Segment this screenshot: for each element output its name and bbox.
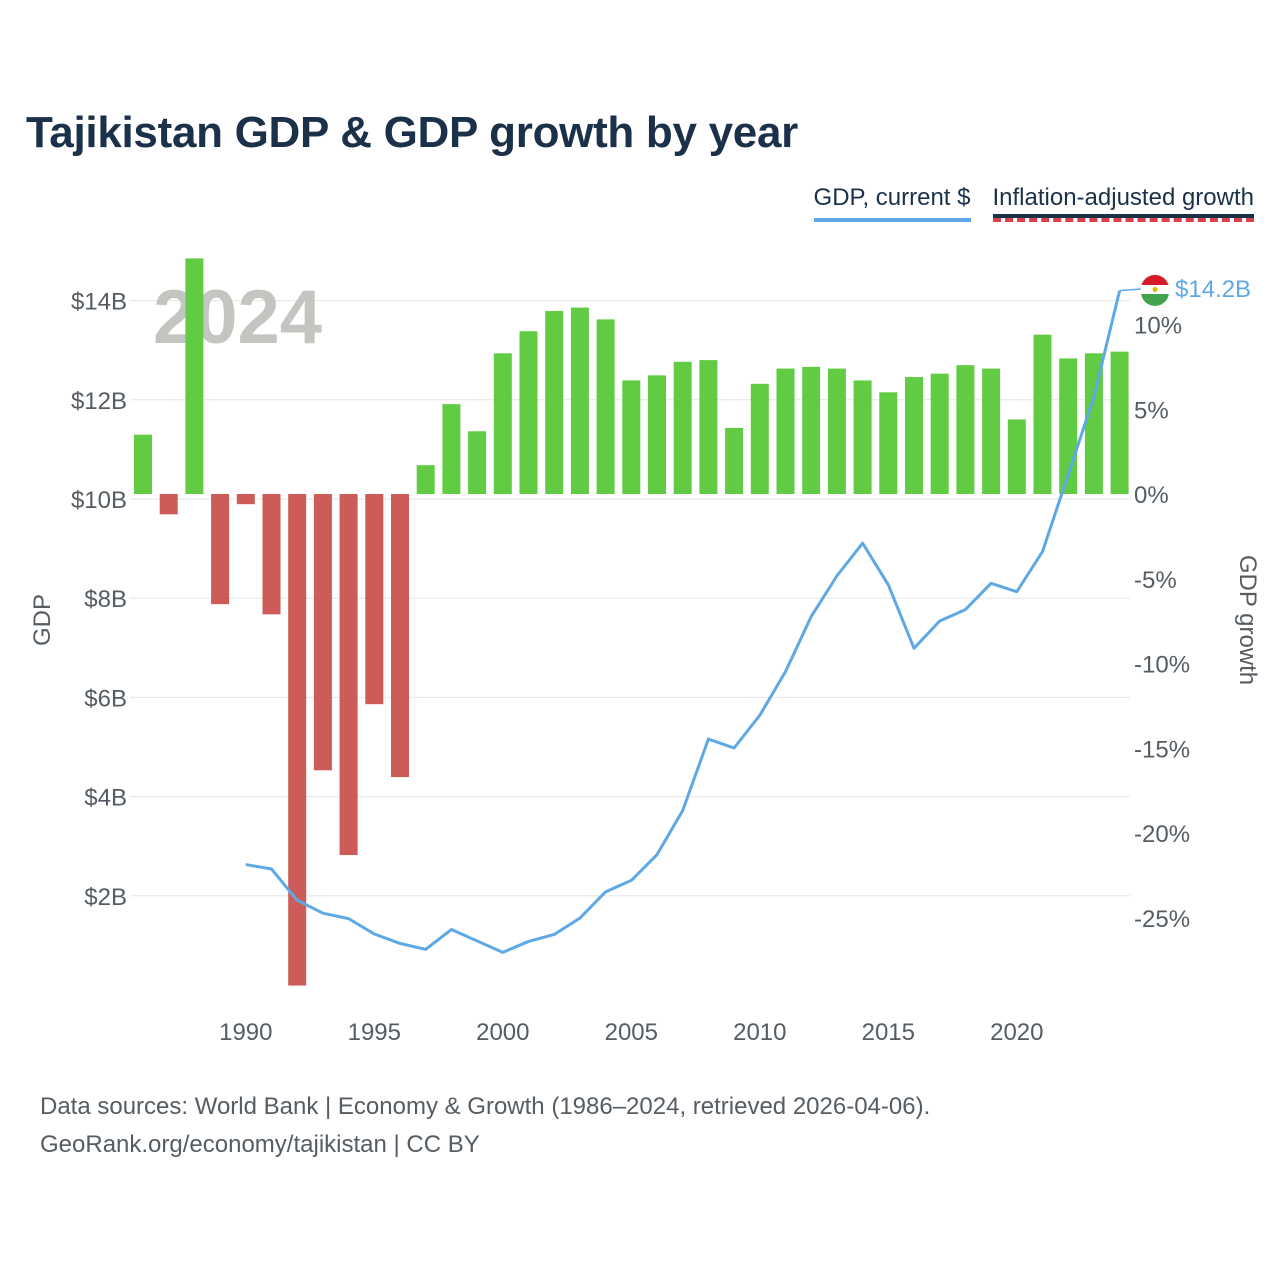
growth-bar[interactable]: [930, 373, 949, 494]
footer-sources: Data sources: World Bank | Economy & Gro…: [40, 1093, 931, 1120]
chart-title: Tajikistan GDP & GDP growth by year: [26, 108, 798, 157]
growth-bar[interactable]: [879, 392, 898, 494]
gdp-end-label: $14.2B: [1175, 276, 1251, 303]
growth-bar[interactable]: [416, 465, 435, 494]
footer: Data sources: World Bank | Economy & Gro…: [40, 1088, 930, 1164]
growth-bar[interactable]: [159, 494, 178, 515]
x-tick: 2015: [862, 1019, 915, 1046]
growth-bar[interactable]: [185, 258, 204, 494]
legend-gdp[interactable]: GDP, current $: [813, 184, 971, 222]
y-axis-label-growth: GDP growth: [1234, 555, 1261, 685]
growth-bar[interactable]: [391, 494, 409, 778]
growth-bar[interactable]: [570, 307, 589, 494]
growth-bar[interactable]: [493, 353, 512, 494]
growth-bar[interactable]: [596, 319, 615, 494]
y-tick-left: $2B: [84, 884, 127, 911]
x-tick: 2005: [605, 1019, 658, 1046]
y-tick-right: 10%: [1134, 313, 1182, 340]
y-tick-left: $6B: [84, 685, 127, 712]
end-marker: $14.2B: [1140, 274, 1251, 306]
end-connector: [1119, 288, 1142, 292]
growth-bar[interactable]: [905, 377, 923, 494]
gdp-line-path[interactable]: [245, 290, 1122, 954]
y-tick-right: -10%: [1134, 652, 1190, 679]
growth-bar[interactable]: [1033, 334, 1052, 494]
growth-bar[interactable]: [750, 383, 769, 494]
growth-bar[interactable]: [699, 360, 718, 494]
y-tick-right: -20%: [1134, 821, 1190, 848]
growth-bar[interactable]: [1007, 419, 1026, 494]
growth-bar[interactable]: [288, 494, 307, 986]
growth-bar[interactable]: [313, 494, 332, 771]
x-tick: 2020: [990, 1019, 1043, 1046]
growth-bar[interactable]: [262, 494, 281, 615]
growth-bar[interactable]: [648, 375, 666, 494]
growth-bar[interactable]: [1084, 353, 1103, 494]
y-tick-right: 5%: [1134, 397, 1169, 424]
growth-bar[interactable]: [853, 380, 872, 494]
x-tick: 1995: [348, 1019, 401, 1046]
y-tick-right: -5%: [1134, 567, 1177, 594]
y-tick-left: $10B: [71, 487, 127, 514]
growth-bar[interactable]: [956, 365, 975, 494]
y-tick-right: -15%: [1134, 736, 1190, 763]
y-tick-right: 0%: [1134, 482, 1169, 509]
legend: GDP, current $ Inflation-adjusted growth: [813, 184, 1254, 222]
growth-bar[interactable]: [339, 494, 358, 856]
growth-bar[interactable]: [134, 434, 152, 494]
growth-bar[interactable]: [236, 494, 255, 505]
x-tick: 2000: [476, 1019, 529, 1046]
growth-bar[interactable]: [622, 380, 641, 494]
x-tick: 1990: [219, 1019, 272, 1046]
gdp-line: [245, 288, 1142, 954]
growth-bar[interactable]: [211, 494, 230, 605]
growth-bar[interactable]: [776, 368, 795, 494]
y-tick-left: $12B: [71, 388, 127, 415]
growth-bar[interactable]: [519, 331, 538, 494]
growth-bar[interactable]: [982, 368, 1001, 494]
flag-green-half: [1141, 292, 1169, 306]
x-tick: 2010: [733, 1019, 786, 1046]
y-tick-left: $4B: [84, 785, 127, 812]
y-tick-right: -25%: [1134, 906, 1190, 933]
y-tick-left: $8B: [84, 586, 127, 613]
growth-bar[interactable]: [725, 427, 744, 494]
growth-bar[interactable]: [1110, 351, 1129, 494]
growth-bar[interactable]: [802, 366, 821, 494]
year-watermark: 2024: [153, 275, 322, 360]
footer-link[interactable]: GeoRank.org/economy/tajikistan | CC BY: [40, 1131, 480, 1158]
growth-bar[interactable]: [442, 404, 461, 494]
y-axis-label-gdp: GDP: [29, 594, 56, 646]
growth-bar[interactable]: [673, 361, 692, 494]
growth-bar[interactable]: [545, 310, 564, 494]
growth-bar[interactable]: [365, 494, 384, 705]
growth-bar[interactable]: [468, 431, 487, 494]
legend-growth[interactable]: Inflation-adjusted growth: [992, 184, 1254, 222]
flag-crown: [1152, 287, 1158, 292]
growth-bars: [134, 258, 1129, 986]
y-tick-left: $14B: [71, 289, 127, 316]
axis-ticks: $2B $4B $6B $8B $10B $12B $14B 10% 5% 0% -5% -10% -1…: [71, 289, 1190, 1046]
growth-bar[interactable]: [827, 368, 846, 494]
